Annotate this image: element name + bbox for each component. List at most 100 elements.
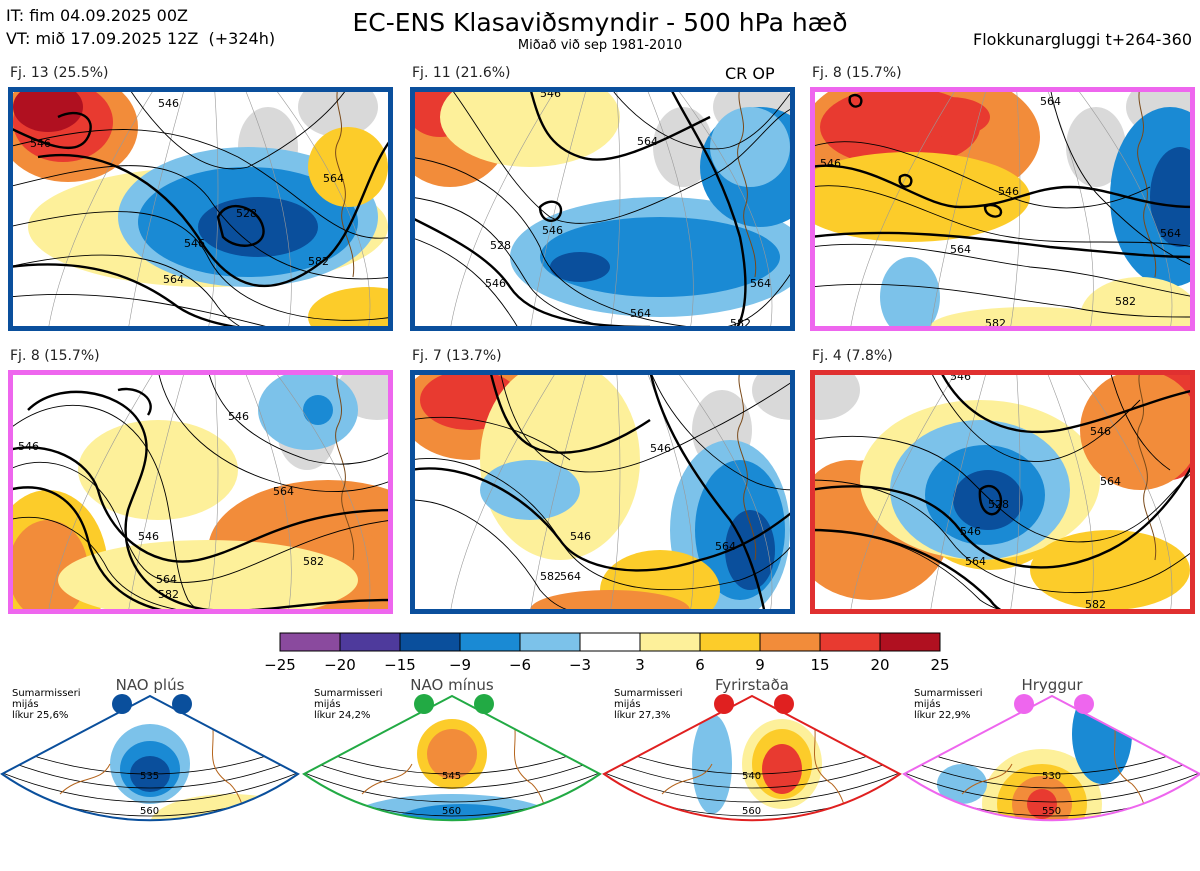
regime-marker-dot — [774, 694, 794, 714]
meridian-line — [273, 87, 371, 331]
panel-border — [810, 370, 1195, 614]
contour-label: 575 — [1042, 846, 1061, 857]
contour-label: 564 — [630, 307, 651, 320]
meridian-line — [47, 370, 156, 614]
height-contour-major — [810, 231, 1195, 259]
meridian-line — [207, 87, 219, 331]
panel-border — [410, 370, 795, 614]
meridian-line — [1045, 87, 1094, 331]
contour-label: 582 — [303, 555, 324, 568]
contour-label: 582 — [308, 255, 329, 268]
contour-label: 528 — [236, 207, 257, 220]
valid-time: VT: mið 17.09.2025 12Z (+324h) — [6, 29, 276, 48]
height-contour-major — [488, 370, 651, 454]
height-contour — [604, 743, 900, 775]
meridian-line — [529, 370, 588, 614]
contour-label: 560 — [742, 806, 761, 817]
colorbar-segment — [579, 632, 641, 652]
anomaly-area — [308, 127, 388, 207]
meridian-line — [127, 370, 186, 614]
regime-info: Sumarmisseri mijás líkur 27,3% — [614, 688, 683, 721]
control-operational-marker: CR OP — [725, 64, 775, 83]
panel-label: Fj. 13 (25.5%) — [10, 65, 109, 81]
colorbar-tick-label: −15 — [384, 656, 416, 674]
cluster-map: 546 546 528 546 564 564 582 — [8, 87, 393, 331]
contour-label: 564 — [156, 573, 177, 586]
colorbar-segment — [459, 632, 521, 652]
height-contour-major — [410, 215, 651, 329]
colorbar-segment — [399, 632, 461, 652]
coastline — [59, 713, 271, 821]
regime-marker-dot — [474, 694, 494, 714]
contour-label: 546 — [650, 442, 671, 455]
regime-info: Sumarmisseri mijás líkur 24,2% — [314, 688, 383, 721]
height-contour-major — [8, 111, 92, 150]
height-contour — [410, 236, 521, 331]
contour-label: 564 — [965, 555, 986, 568]
anomaly-area — [1150, 147, 1195, 247]
anomaly-area — [1030, 530, 1190, 610]
contour-label: 540 — [742, 771, 761, 782]
height-contour-major — [898, 173, 913, 188]
height-contour — [810, 243, 1195, 298]
panel-label: Fj. 4 (7.8%) — [812, 348, 893, 364]
meridian-line — [849, 370, 958, 614]
height-contour-major — [848, 93, 863, 108]
contour-label: 546 — [820, 157, 841, 170]
height-contour — [649, 370, 795, 491]
regime-info: Sumarmisseri mijás líkur 22,9% — [914, 688, 983, 721]
land-patch — [298, 87, 378, 137]
height-contour — [902, 828, 1200, 858]
anomaly-area — [198, 197, 318, 257]
contour-label: 546 — [18, 440, 39, 453]
coastline — [1137, 87, 1157, 278]
anomaly-area — [58, 540, 358, 614]
meridian-line — [675, 87, 773, 331]
height-contour — [929, 370, 1141, 462]
regime-marker-dot — [414, 694, 434, 714]
meridian-line — [449, 87, 558, 331]
coastline — [335, 370, 355, 561]
contour-label: 582 — [540, 570, 561, 583]
height-contour-major — [528, 87, 711, 161]
land-patch — [1066, 107, 1126, 187]
coastline — [961, 713, 1173, 821]
contour-label: 535 — [140, 771, 159, 782]
land-patch — [752, 370, 795, 420]
height-contour — [810, 479, 1195, 593]
regime-outline — [602, 694, 902, 822]
contour-label: 564 — [1040, 95, 1061, 108]
contour-label: 546 — [30, 137, 51, 150]
anomaly-area — [530, 590, 690, 614]
anomaly-area — [910, 97, 990, 137]
height-contour — [304, 757, 600, 789]
anomaly-area — [762, 744, 802, 794]
colorbar-segment — [879, 632, 941, 652]
meridian-line — [529, 87, 588, 331]
meridian-line — [609, 370, 621, 614]
contour-label: 545 — [442, 771, 461, 782]
anomaly-area — [880, 257, 940, 331]
meridian-line — [1075, 370, 1173, 614]
height-contour — [8, 254, 250, 331]
height-contour-major — [668, 87, 747, 331]
height-contour — [1109, 370, 1171, 471]
regime-marker-dot — [112, 694, 132, 714]
land-patch — [810, 370, 860, 420]
contour-label: 582 — [158, 588, 179, 601]
contour-label: 546 — [228, 410, 249, 423]
page-subtitle: Miðað við sep 1981-2010 — [517, 38, 683, 53]
meridian-line — [449, 370, 558, 614]
height-contour — [2, 743, 298, 775]
height-contour-major — [538, 200, 563, 223]
anomaly-area — [1080, 370, 1195, 490]
coastline — [737, 370, 757, 561]
height-contour — [810, 185, 1195, 248]
coastline — [737, 87, 757, 278]
contour-label: 575 — [742, 846, 761, 857]
height-contour — [449, 87, 795, 224]
meridian-line — [1009, 370, 1021, 614]
